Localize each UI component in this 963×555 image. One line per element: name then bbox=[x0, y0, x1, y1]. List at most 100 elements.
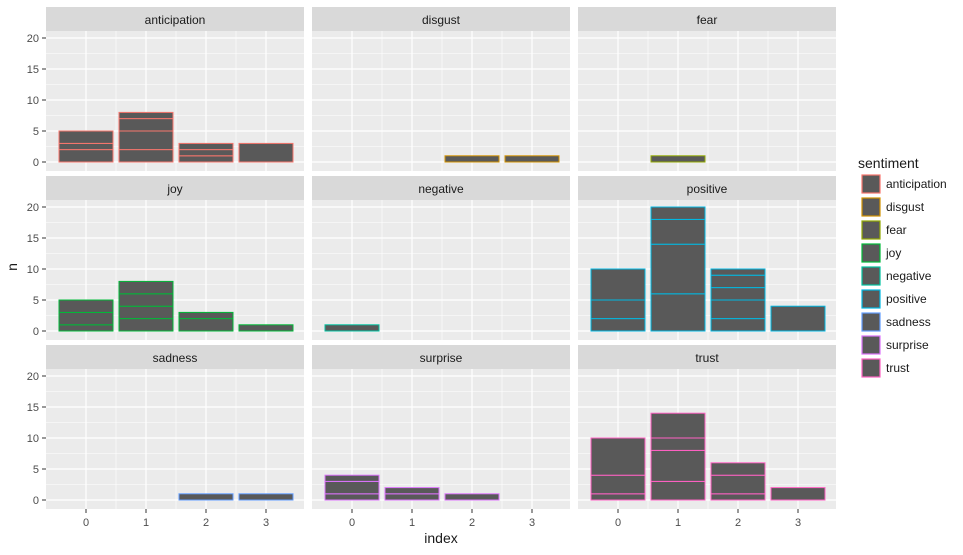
y-tick-label: 20 bbox=[27, 202, 39, 214]
y-axis-title: n bbox=[4, 263, 20, 271]
bar-segment-anticipation-0-2 bbox=[58, 130, 114, 144]
facet-label-trust: trust bbox=[695, 351, 719, 365]
bar-segment-trust-1-3 bbox=[650, 412, 706, 439]
legend-key-negative bbox=[861, 266, 881, 286]
bar-segment-positive-1-2 bbox=[650, 218, 706, 245]
x-tick-label: 2 bbox=[203, 517, 209, 529]
bar-segment-joy-0-2 bbox=[58, 299, 114, 313]
bar-segment-joy-1-1 bbox=[118, 305, 174, 320]
legend-label-fear: fear bbox=[886, 223, 907, 237]
bar-segment-joy-3-0 bbox=[238, 324, 294, 332]
x-tick-label: 3 bbox=[263, 517, 269, 529]
bar-segment-anticipation-2-2 bbox=[178, 142, 234, 151]
bar-segment-positive-0-2 bbox=[590, 268, 646, 301]
bar-segment-trust-2-0 bbox=[710, 493, 766, 501]
bar-segment-surprise-1-1 bbox=[384, 487, 440, 495]
bar-segment-joy-0-0 bbox=[58, 324, 114, 332]
legend-label-disgust: disgust bbox=[886, 200, 925, 214]
y-tick-label: 5 bbox=[33, 126, 39, 138]
x-tick-label: 1 bbox=[143, 517, 149, 529]
legend-key-disgust bbox=[861, 197, 881, 217]
facet-strip-sadness bbox=[46, 345, 304, 369]
legend-label-positive: positive bbox=[886, 292, 927, 306]
bar-segment-trust-1-0 bbox=[650, 480, 706, 501]
bar-segment-sadness-2-0 bbox=[178, 493, 234, 501]
bar-segment-anticipation-3-0 bbox=[238, 142, 294, 163]
x-tick-label: 0 bbox=[83, 517, 89, 529]
bar-segment-positive-1-0 bbox=[650, 293, 706, 332]
facet-label-fear: fear bbox=[697, 13, 718, 27]
bar-segment-anticipation-0-0 bbox=[58, 149, 114, 163]
bar-segment-negative-0-0 bbox=[324, 324, 380, 332]
bar-segment-positive-1-3 bbox=[650, 206, 706, 220]
bar-segment-surprise-0-0 bbox=[324, 493, 380, 501]
y-tick-label: 10 bbox=[27, 433, 39, 445]
y-tick-label: 5 bbox=[33, 464, 39, 476]
legend-key-joy bbox=[861, 243, 881, 263]
bar-segment-surprise-1-0 bbox=[384, 493, 440, 501]
x-tick-label: 2 bbox=[469, 517, 475, 529]
y-tick-label: 20 bbox=[27, 33, 39, 45]
bar-segment-trust-2-2 bbox=[710, 462, 766, 476]
bar-segment-fear-1-0 bbox=[650, 155, 706, 163]
legend-label-sadness: sadness bbox=[886, 315, 931, 329]
bar-segment-positive-2-3 bbox=[710, 274, 766, 289]
x-axis-title: index bbox=[424, 530, 457, 546]
bar-segment-positive-2-1 bbox=[710, 299, 766, 320]
facet-label-positive: positive bbox=[687, 182, 728, 196]
bar-segment-trust-0-2 bbox=[590, 437, 646, 476]
y-tick-label: 0 bbox=[33, 157, 39, 169]
bar-segment-positive-0-1 bbox=[590, 299, 646, 320]
bar-segment-sadness-3-0 bbox=[238, 493, 294, 501]
bar-segment-positive-2-4 bbox=[710, 268, 766, 276]
bar-segment-joy-2-1 bbox=[178, 311, 234, 320]
bar-segment-joy-1-2 bbox=[118, 293, 174, 307]
bar-segment-positive-1-1 bbox=[650, 243, 706, 295]
facet-strip-disgust bbox=[312, 7, 570, 31]
facet-strip-fear bbox=[578, 7, 836, 31]
x-tick-label: 1 bbox=[675, 517, 681, 529]
bar-segment-joy-1-0 bbox=[118, 318, 174, 332]
facet-label-joy: joy bbox=[166, 182, 182, 196]
panel-bg-disgust bbox=[312, 31, 570, 171]
panel-bg-negative bbox=[312, 200, 570, 340]
legend-key-anticipation bbox=[861, 174, 881, 194]
y-tick-label: 15 bbox=[27, 233, 39, 245]
bar-segment-joy-0-1 bbox=[58, 311, 114, 326]
bar-segment-trust-0-1 bbox=[590, 474, 646, 495]
bar-segment-surprise-0-2 bbox=[324, 474, 380, 482]
legend-label-joy: joy bbox=[885, 246, 901, 260]
bar-segment-anticipation-1-1 bbox=[118, 130, 174, 151]
bar-segment-trust-2-1 bbox=[710, 474, 766, 495]
x-tick-label: 2 bbox=[735, 517, 741, 529]
legend-key-trust bbox=[861, 358, 881, 378]
bar-segment-trust-1-1 bbox=[650, 449, 706, 482]
legend-key-fear bbox=[861, 220, 881, 240]
bar-segment-anticipation-0-1 bbox=[58, 142, 114, 151]
facet-strip-positive bbox=[578, 176, 836, 200]
bar-segment-joy-2-0 bbox=[178, 318, 234, 332]
y-tick-label: 0 bbox=[33, 326, 39, 338]
bar-segment-positive-0-0 bbox=[590, 318, 646, 332]
facet-label-surprise: surprise bbox=[420, 351, 463, 365]
y-tick-label: 20 bbox=[27, 371, 39, 383]
facet-label-sadness: sadness bbox=[153, 351, 198, 365]
legend-title: sentiment bbox=[858, 155, 919, 171]
facet-strip-negative bbox=[312, 176, 570, 200]
y-tick-label: 5 bbox=[33, 295, 39, 307]
panel-bg-sadness bbox=[46, 369, 304, 509]
legend-label-anticipation: anticipation bbox=[886, 177, 947, 191]
facet-strip-trust bbox=[578, 345, 836, 369]
legend-key-surprise bbox=[861, 335, 881, 355]
x-tick-label: 0 bbox=[615, 517, 621, 529]
bar-segment-anticipation-2-0 bbox=[178, 155, 234, 163]
legend-label-negative: negative bbox=[886, 269, 932, 283]
bar-segment-positive-2-2 bbox=[710, 287, 766, 301]
bar-segment-positive-3-0 bbox=[770, 305, 826, 332]
bar-segment-surprise-2-0 bbox=[444, 493, 500, 501]
x-tick-label: 1 bbox=[409, 517, 415, 529]
facet-strip-joy bbox=[46, 176, 304, 200]
bar-segment-anticipation-1-3 bbox=[118, 111, 174, 120]
legend-label-trust: trust bbox=[886, 361, 910, 375]
